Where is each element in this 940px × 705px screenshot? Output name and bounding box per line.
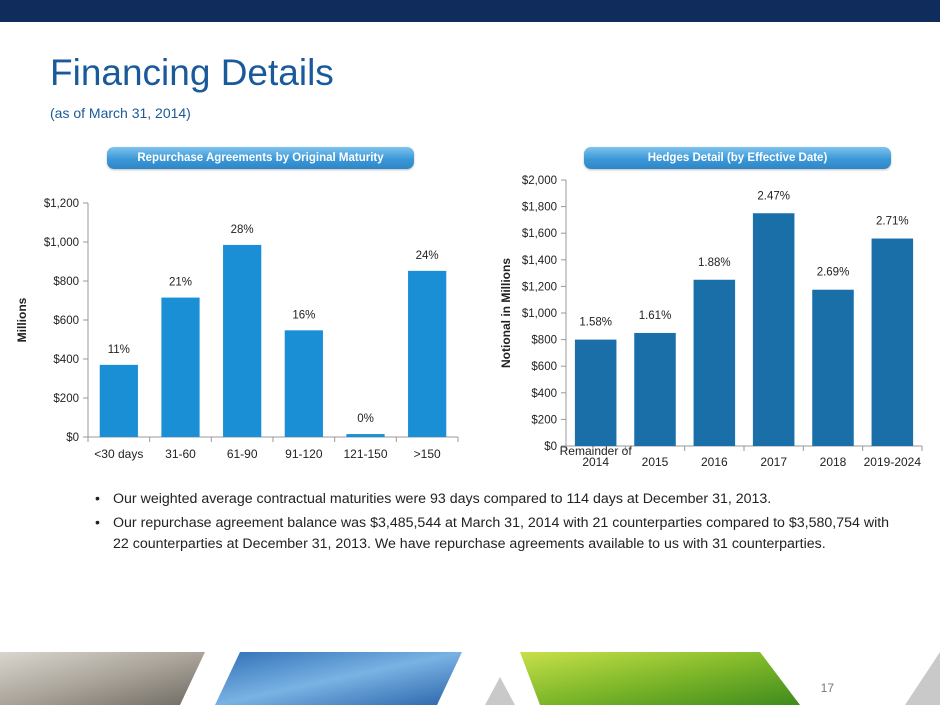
- y-tick-label: $600: [531, 361, 557, 373]
- y-tick-label: $1,000: [44, 237, 79, 249]
- y-tick-label: $1,800: [522, 202, 557, 214]
- y-tick-label: $600: [53, 315, 79, 327]
- y-tick-label: $1,200: [44, 198, 79, 210]
- data-label: 2.47%: [757, 190, 790, 202]
- y-tick-label: $2,000: [522, 175, 557, 187]
- y-axis-label: Millions: [15, 297, 29, 342]
- data-label: 21%: [169, 277, 192, 289]
- hedges-detail-chart: $0 $200 $400 $600 $800 $1,000 $1,200 $1,400 $1,6…: [499, 175, 923, 469]
- data-label: 1.58%: [579, 317, 612, 329]
- data-label: 1.88%: [698, 257, 731, 269]
- top-banner: [0, 0, 940, 22]
- x-tick-label: 2017: [760, 455, 787, 469]
- x-tick-label: 2014: [582, 455, 609, 469]
- bullet-list: • Our weighted average contractual matur…: [95, 489, 895, 558]
- y-tick-label: $400: [531, 388, 557, 400]
- x-tick-label: 2019-2024: [864, 455, 922, 469]
- bullet-symbol: •: [95, 491, 100, 507]
- y-tick-label: $1,000: [522, 308, 557, 320]
- bullet-item: • Our repurchase agreement balance was $…: [95, 513, 895, 555]
- gray-triangle-icon: [485, 677, 515, 705]
- footer-image-strip: [0, 652, 940, 705]
- bar: [99, 364, 138, 437]
- x-tick-label: 2016: [701, 455, 728, 469]
- bar: [574, 339, 617, 446]
- left-chart-label: Repurchase Agreements by Original Maturi…: [107, 147, 414, 169]
- bar: [812, 289, 854, 446]
- page-subtitle: (as of March 31, 2014): [50, 105, 191, 121]
- right-chart-label: Hedges Detail (by Effective Date): [584, 147, 891, 169]
- data-label: 11%: [108, 344, 130, 356]
- y-axis-label: Notional in Millions: [499, 258, 513, 368]
- bullet-item: • Our weighted average contractual matur…: [95, 489, 895, 510]
- bar: [693, 279, 736, 446]
- bar: [408, 270, 447, 437]
- y-tick-label: $400: [53, 354, 79, 366]
- rope-image: [0, 652, 205, 705]
- y-tick-label: $800: [53, 276, 79, 288]
- bar: [752, 213, 795, 446]
- bullet-text: Our weighted average contractual maturit…: [113, 491, 772, 507]
- y-tick-label: $1,200: [522, 281, 557, 293]
- x-tick-label: Remainder of: [560, 444, 633, 458]
- leaf-image: [520, 652, 800, 705]
- data-label: 2.71%: [876, 216, 909, 228]
- data-label: 2.69%: [817, 267, 850, 279]
- bar: [634, 332, 676, 446]
- repurchase-maturity-chart: $0 $200 $400 $600 $800 $1,000 $1,200 11% <30 day…: [15, 198, 459, 461]
- x-tick-label: 2018: [820, 455, 847, 469]
- y-tick-label: $1,400: [522, 255, 557, 267]
- data-label: 28%: [231, 224, 254, 236]
- bullet-text: Our repurchase agreement balance was $3,…: [113, 515, 890, 552]
- bar: [346, 434, 385, 437]
- x-tick-label: 61-90: [227, 447, 258, 461]
- page-title: Financing Details: [50, 52, 334, 93]
- data-label: 24%: [416, 250, 439, 262]
- bar: [284, 330, 323, 437]
- y-tick-label: $0: [66, 432, 79, 444]
- data-label: 0%: [357, 413, 374, 425]
- y-tick-label: $0: [544, 441, 557, 453]
- x-tick-label: 2015: [642, 455, 669, 469]
- x-tick-label: <30 days: [94, 447, 143, 461]
- bar: [871, 238, 914, 446]
- x-tick-label: >150: [414, 447, 441, 461]
- bullet-symbol: •: [95, 515, 100, 531]
- data-label: 16%: [292, 309, 315, 321]
- sky-image: [215, 652, 462, 705]
- bar: [161, 297, 200, 437]
- x-tick-label: 121-150: [343, 447, 387, 461]
- y-tick-label: $200: [531, 414, 557, 426]
- y-tick-label: $800: [531, 335, 557, 347]
- gray-corner-triangle-icon: [905, 652, 940, 705]
- bar: [223, 244, 262, 437]
- x-tick-label: 31-60: [165, 447, 196, 461]
- page-number: 17: [820, 681, 834, 695]
- y-tick-label: $200: [53, 393, 79, 405]
- y-tick-label: $1,600: [522, 228, 557, 240]
- footer-art: [0, 652, 940, 705]
- x-tick-label: 91-120: [285, 447, 323, 461]
- data-label: 1.61%: [639, 310, 672, 322]
